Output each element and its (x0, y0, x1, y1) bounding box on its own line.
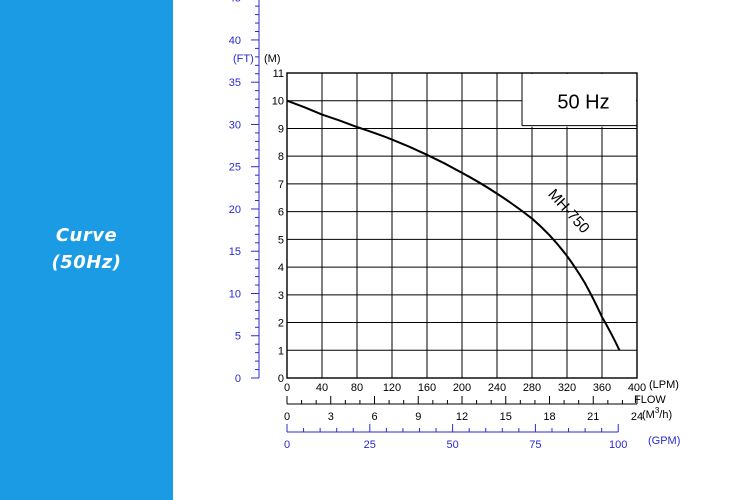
y-tick-label-m: 6 (278, 207, 284, 219)
y-tick-label-ft: 10 (229, 288, 241, 300)
frequency-label: 50 Hz (557, 91, 609, 113)
x-tick-label-m3h: 24 (631, 411, 643, 423)
frequency-box-bg (522, 74, 636, 127)
y-tick-label-m: 9 (278, 123, 284, 135)
curve-layer (286, 99, 621, 351)
x-axis-name-flow: FLOW (634, 394, 666, 406)
y-tick-label-ft: 0 (235, 373, 241, 385)
y-tick-label-m: 4 (278, 262, 284, 274)
x-tick-label-m3h: 6 (371, 411, 377, 423)
y-tick-label-ft: 15 (229, 246, 241, 258)
x-tick-label-m3h: 0 (284, 411, 290, 423)
side-title-line2: (50Hz) (51, 252, 122, 273)
y-tick-label-ft: 20 (229, 204, 241, 216)
y-tick-label-ft: 45 (229, 0, 241, 5)
side-title: Curve (50Hz) (0, 222, 173, 276)
x-tick-label-lpm: 0 (284, 382, 290, 394)
y-tick-label-ft: 40 (229, 35, 241, 47)
x-tick-label-gpm: 0 (284, 439, 290, 451)
y-tick-label-m: 5 (278, 234, 284, 246)
y-tick-label-ft: 25 (229, 162, 241, 174)
grid (286, 72, 638, 379)
x-tick-label-lpm: 240 (488, 382, 506, 394)
y-tick-label-ft: 35 (229, 77, 241, 89)
x-tick-label-lpm: 400 (628, 382, 646, 394)
x-tick-label-m3h: 3 (328, 411, 334, 423)
x-tick-label-lpm: 320 (558, 382, 576, 394)
x-tick-label-lpm: 80 (351, 382, 363, 394)
x-axis-unit-m3h: (M3/h) (642, 406, 672, 421)
side-panel: Curve (50Hz) (0, 0, 173, 500)
y-tick-label-m: 11 (273, 68, 284, 80)
x-axis-unit-gpm: (GPM) (648, 435, 680, 447)
y-tick-label-m: 8 (278, 151, 284, 163)
x-tick-label-gpm: 50 (446, 439, 458, 451)
x-tick-label-lpm: 120 (383, 382, 401, 394)
x-tick-label-m3h: 18 (543, 411, 555, 423)
x-tick-label-m3h: 15 (500, 411, 512, 423)
x-tick-label-m3h: 21 (587, 411, 599, 423)
y-axis-unit-ft: (FT) (233, 53, 254, 65)
x-axis-unit-lpm: (LPM) (649, 379, 679, 391)
x-tick-label-lpm: 40 (316, 382, 328, 394)
x-tick-label-gpm: 25 (364, 439, 376, 451)
y-tick-label-ft: 5 (235, 331, 241, 343)
x-tick-label-gpm: 100 (609, 439, 627, 451)
pump-curve-line (286, 99, 621, 351)
y-tick-label-m: 0 (278, 373, 284, 385)
y-tick-label-m: 7 (278, 179, 284, 191)
x-tick-label-gpm: 75 (529, 439, 541, 451)
x-tick-label-m3h: 12 (456, 411, 468, 423)
y-tick-label-m: 2 (278, 318, 284, 330)
x-tick-label-lpm: 160 (418, 382, 436, 394)
side-title-line1: Curve (55, 225, 118, 246)
x-tick-label-lpm: 200 (453, 382, 471, 394)
x-tick-label-m3h: 9 (415, 411, 421, 423)
axes: 01234567891011(M)051015202530354045(FT)0… (229, 0, 680, 451)
x-tick-label-lpm: 360 (593, 382, 611, 394)
y-tick-label-m: 1 (278, 345, 284, 357)
y-axis-unit-m: (M) (264, 53, 281, 65)
x-tick-label-lpm: 280 (523, 382, 541, 394)
y-tick-label-m: 10 (272, 96, 284, 108)
y-tick-label-m: 3 (278, 290, 284, 302)
y-tick-label-ft: 30 (229, 119, 241, 131)
